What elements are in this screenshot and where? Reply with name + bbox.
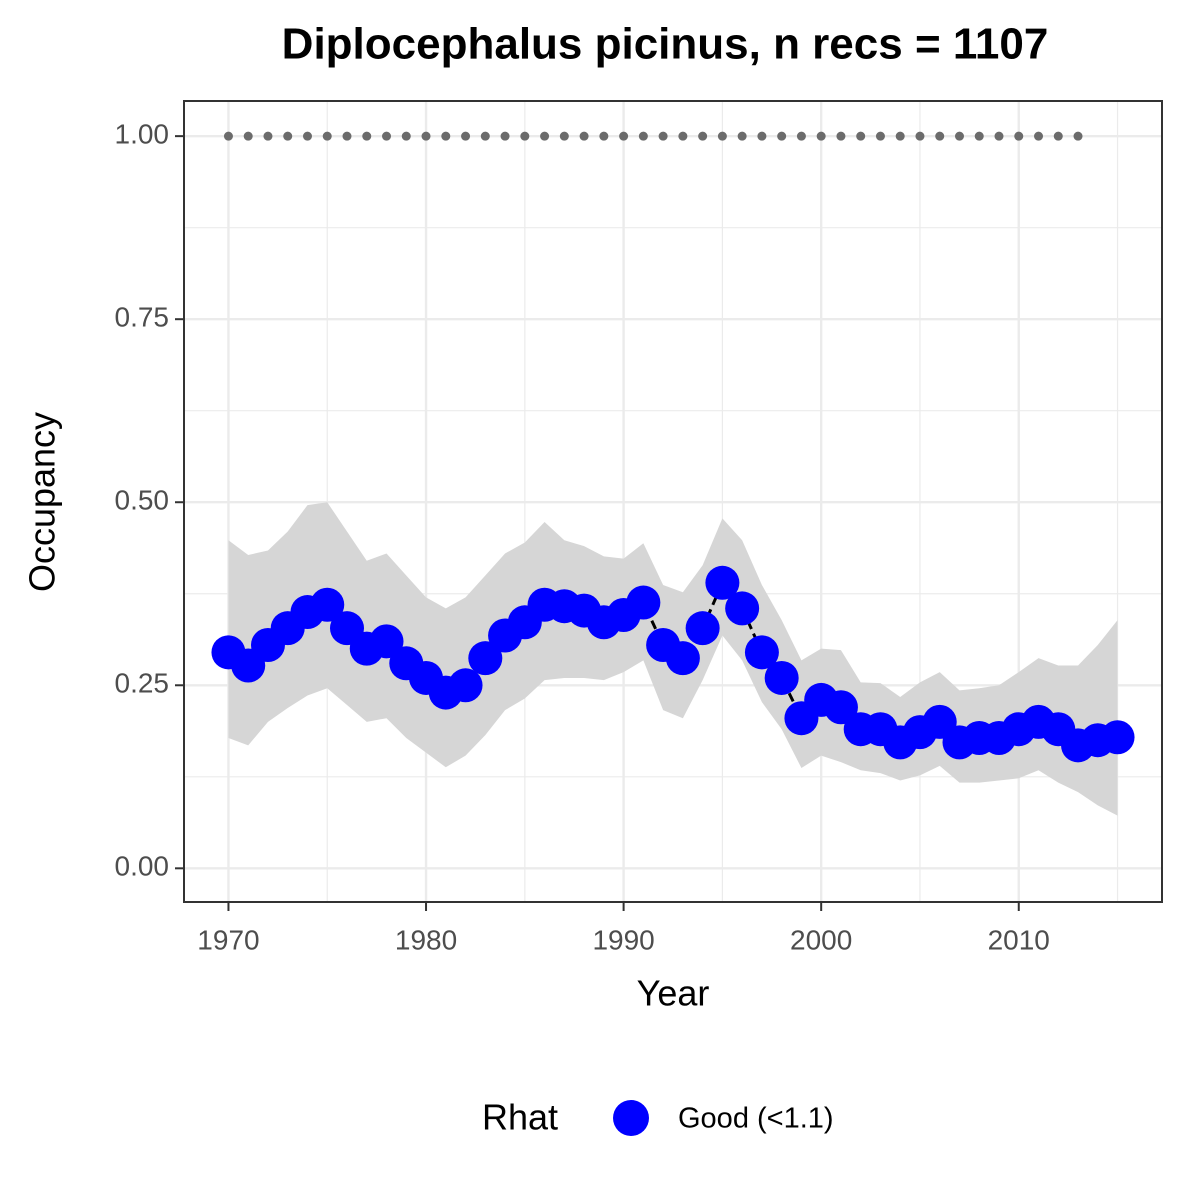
reference-point	[1014, 131, 1024, 141]
y-tick-label: 0.00	[115, 851, 170, 882]
x-tick-label: 1990	[592, 924, 654, 955]
data-point	[744, 635, 779, 670]
x-tick-label: 2010	[988, 924, 1050, 955]
x-tick-label: 2000	[790, 924, 852, 955]
reference-point	[915, 131, 925, 141]
reference-point	[382, 131, 392, 141]
reference-point	[1073, 131, 1083, 141]
reference-point	[1053, 131, 1063, 141]
reference-point	[895, 131, 905, 141]
data-point	[764, 660, 799, 695]
reference-point	[362, 131, 372, 141]
reference-point	[757, 131, 767, 141]
plot-border	[183, 100, 1163, 903]
reference-point	[619, 131, 629, 141]
reference-point	[836, 131, 846, 141]
reference-point	[283, 131, 293, 141]
reference-point	[223, 131, 233, 141]
data-point	[310, 587, 345, 622]
data-point	[725, 591, 760, 626]
y-tick-label: 0.75	[115, 302, 170, 333]
y-axis-label: Occupancy	[22, 412, 63, 592]
reference-point	[777, 131, 787, 141]
data-point	[468, 641, 503, 676]
data-point	[705, 565, 740, 600]
reference-point	[816, 131, 826, 141]
reference-point	[520, 131, 530, 141]
reference-point	[974, 131, 984, 141]
data-point	[665, 641, 700, 676]
reference-point	[954, 131, 964, 141]
reference-point	[599, 131, 609, 141]
data-point	[1100, 720, 1135, 755]
reference-point	[401, 131, 411, 141]
y-tick-label: 0.25	[115, 668, 170, 699]
data-point	[823, 690, 858, 725]
reference-point	[263, 131, 273, 141]
reference-point	[698, 131, 708, 141]
data-point	[448, 668, 483, 703]
reference-point	[678, 131, 688, 141]
legend-title: Rhat	[482, 1097, 558, 1138]
data-point	[685, 611, 720, 646]
reference-point	[461, 131, 471, 141]
chart-title: Diplocephalus picinus, n recs = 1107	[282, 20, 1049, 69]
reference-point	[243, 131, 253, 141]
reference-point	[737, 131, 747, 141]
reference-point	[717, 131, 727, 141]
reference-point	[638, 131, 648, 141]
y-tick-label: 1.00	[115, 119, 170, 150]
data-point	[369, 624, 404, 659]
reference-point	[579, 131, 589, 141]
reference-point	[935, 131, 945, 141]
legend-label: Good (<1.1)	[678, 1103, 834, 1135]
reference-point	[500, 131, 510, 141]
reference-point	[441, 131, 451, 141]
reference-point	[559, 131, 569, 141]
reference-point	[480, 131, 490, 141]
x-axis-label: Year	[637, 973, 710, 1014]
reference-point	[856, 131, 866, 141]
reference-point	[540, 131, 550, 141]
x-tick-label: 1970	[197, 924, 259, 955]
legend-swatch	[613, 1100, 649, 1136]
y-tick-label: 0.50	[115, 485, 170, 516]
reference-point	[875, 131, 885, 141]
reference-point	[421, 131, 431, 141]
data-point	[626, 585, 661, 620]
reference-point	[1034, 131, 1044, 141]
reference-point	[658, 131, 668, 141]
reference-point	[322, 131, 332, 141]
reference-point	[342, 131, 352, 141]
reference-point	[302, 131, 312, 141]
reference-point	[994, 131, 1004, 141]
x-tick-label: 1980	[395, 924, 457, 955]
reference-point	[796, 131, 806, 141]
